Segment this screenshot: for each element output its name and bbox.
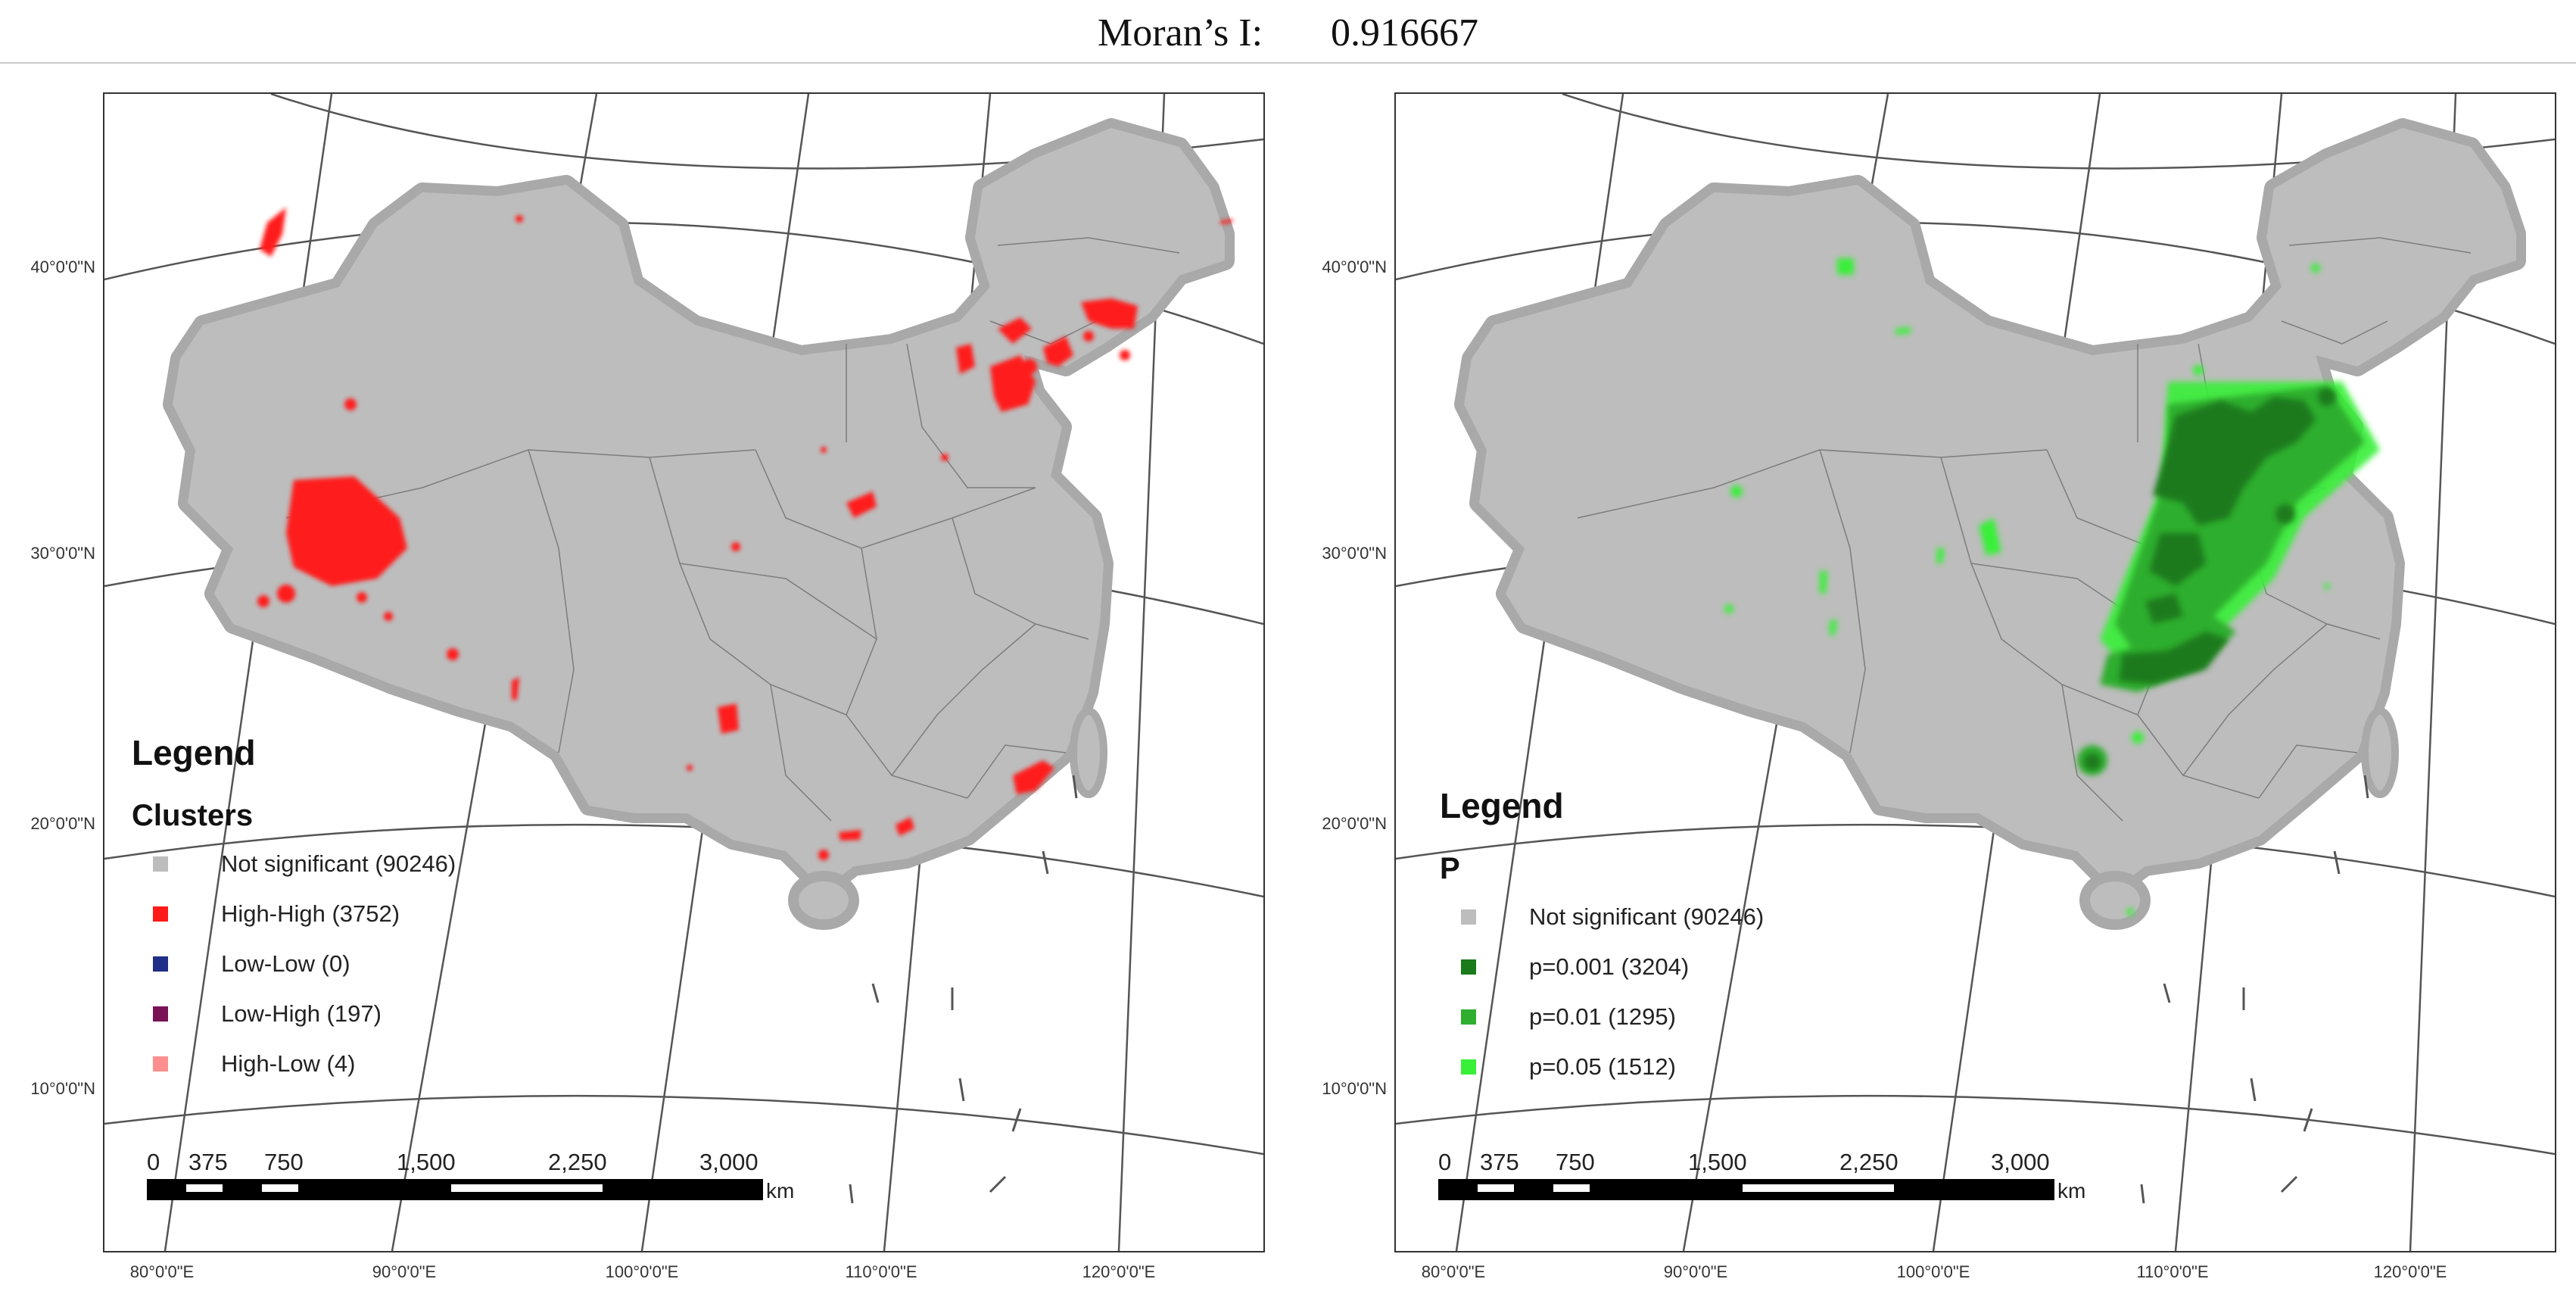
legend-swatch xyxy=(1461,1009,1476,1025)
lat-label-20n: 20°0'0"N xyxy=(1322,814,1387,833)
legend-swatch xyxy=(153,956,168,972)
lat-label-40n: 40°0'0"N xyxy=(30,257,95,276)
significance-patches xyxy=(1724,258,2380,916)
scale-tick: 0 xyxy=(147,1149,160,1175)
legend-item: p=0.05 (1512) xyxy=(1440,1042,1764,1092)
lon-label-80e: 80°0'0"E xyxy=(1421,1262,1486,1281)
legend-subtitle: Clusters xyxy=(132,799,254,832)
legend-title: Legend xyxy=(1440,786,1564,825)
scale-unit: km xyxy=(766,1179,795,1203)
legend-swatch xyxy=(153,906,168,922)
scale-tick: 750 xyxy=(1556,1149,1595,1175)
lon-label-90e: 90°0'0"E xyxy=(372,1262,437,1281)
legend-swatch xyxy=(1461,909,1476,925)
lon-label-120e: 120°0'0"E xyxy=(2373,1262,2447,1281)
lon-label-120e: 120°0'0"E xyxy=(1082,1262,1156,1281)
lon-label-90e: 90°0'0"E xyxy=(1663,1262,1728,1281)
pvalue-map xyxy=(1396,94,2555,1251)
scale-tick: 1,500 xyxy=(397,1149,456,1175)
legend-item: Low-High (197) xyxy=(132,989,456,1039)
legend-swatch xyxy=(1461,959,1476,975)
cluster-map-panel: 40°0'0"N 30°0'0"N 20°0'0"N 10°0'0"N 80°0… xyxy=(30,92,1265,1281)
cluster-map xyxy=(104,94,1263,1251)
scale-bar: 0 375 750 1,500 2,250 3,000 km xyxy=(147,1149,794,1203)
morans-i-value: 0.916667 xyxy=(1331,11,1479,55)
hainan-island xyxy=(788,871,859,930)
scale-bar-graphic xyxy=(1438,1179,2054,1200)
legend-swatch xyxy=(153,856,168,872)
legend-swatch xyxy=(153,1006,168,1022)
morans-i-title: Moran’s I: 0.916667 xyxy=(0,11,2576,55)
lon-label-100e: 100°0'0"E xyxy=(605,1262,679,1281)
pvalue-map-panel: 40°0'0"N 30°0'0"N 20°0'0"N 10°0'0"N 80°0… xyxy=(1322,92,2556,1281)
legend-subtitle: P xyxy=(1440,852,1460,885)
legend-item: p=0.001 (3204) xyxy=(1440,942,1764,992)
pvalue-map-frame xyxy=(1394,92,2556,1252)
scale-tick: 0 xyxy=(1438,1149,1452,1175)
lon-label-110e: 110°0'0"E xyxy=(845,1262,917,1281)
legend-item: p=0.01 (1295) xyxy=(1440,992,1764,1042)
legend-item: Not significant (90246) xyxy=(1440,892,1764,942)
scale-tick: 3,000 xyxy=(699,1149,758,1175)
lat-label-10n: 10°0'0"N xyxy=(30,1079,95,1098)
taiwan-island xyxy=(2361,707,2399,798)
china-landmass xyxy=(163,118,1235,1204)
taiwan-island xyxy=(1070,707,1107,798)
scale-tick: 375 xyxy=(188,1149,228,1175)
scale-tick: 1,500 xyxy=(1688,1149,1747,1175)
cluster-map-frame xyxy=(103,92,1265,1252)
morans-i-label: Moran’s I: xyxy=(1097,11,1263,55)
lat-label-30n: 30°0'0"N xyxy=(30,544,95,563)
scale-bar: 0 375 750 1,500 2,250 3,000 km xyxy=(1438,1149,2085,1203)
title-divider xyxy=(0,62,2576,64)
scale-tick: 3,000 xyxy=(1991,1149,2050,1175)
high-high-clusters xyxy=(257,207,1232,860)
legend-item: Low-Low (0) xyxy=(132,939,456,989)
legend-item: High-Low (4) xyxy=(132,1039,456,1089)
scale-tick: 2,250 xyxy=(1839,1149,1899,1175)
lat-label-40n: 40°0'0"N xyxy=(1322,257,1387,276)
scale-tick: 375 xyxy=(1480,1149,1519,1175)
lat-label-30n: 30°0'0"N xyxy=(1322,544,1387,563)
scale-tick: 2,250 xyxy=(548,1149,607,1175)
lat-label-20n: 20°0'0"N xyxy=(30,814,95,833)
china-landmass xyxy=(1454,118,2526,1204)
lat-label-10n: 10°0'0"N xyxy=(1322,1079,1387,1098)
legend-swatch xyxy=(153,1056,168,1071)
scale-tick: 750 xyxy=(264,1149,304,1175)
legend-item: High-High (3752) xyxy=(132,889,456,939)
legend-item: Not significant (90246) xyxy=(132,839,456,889)
scale-bar-graphic xyxy=(147,1179,763,1200)
lon-label-80e: 80°0'0"E xyxy=(129,1262,195,1281)
legend-title: Legend xyxy=(132,733,256,772)
legend-swatch xyxy=(1461,1059,1476,1075)
cluster-legend: Legend Clusters Not significant (90246) … xyxy=(132,732,456,1089)
lon-label-100e: 100°0'0"E xyxy=(1896,1262,1970,1281)
pvalue-legend: Legend P Not significant (90246) p=0.001… xyxy=(1440,785,1764,1092)
hainan-island xyxy=(2079,871,2151,930)
scale-unit: km xyxy=(2057,1179,2086,1203)
lon-label-110e: 110°0'0"E xyxy=(2136,1262,2209,1281)
